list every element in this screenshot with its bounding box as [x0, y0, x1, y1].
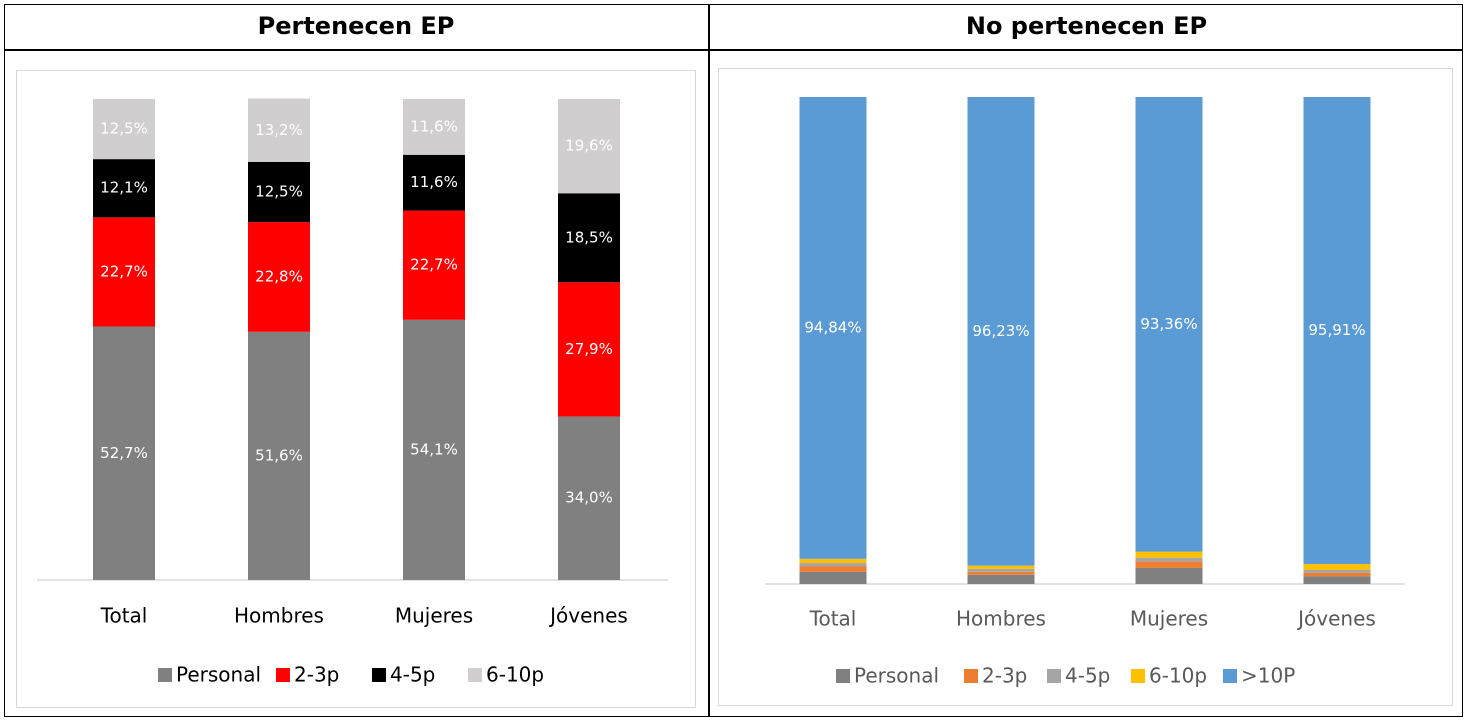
bar-4-5p-j-venes [558, 193, 620, 283]
data-label-4-5p-total: 12,1% [100, 179, 148, 197]
data-label-2-3p-total: 22,7% [100, 262, 148, 280]
bar-personal-hombres [967, 574, 1035, 584]
legend-swatch-2-3p [964, 669, 978, 683]
bar-personal-hombres [248, 331, 310, 580]
bar-4-5p-j-venes [1303, 569, 1371, 573]
data-label-2-3p-hombres: 22,8% [255, 267, 303, 285]
bar-4-5p-mujeres [403, 154, 465, 211]
bar-personal-j-venes [558, 416, 620, 580]
legend-swatch-6-10p [1131, 669, 1145, 683]
legend-label-4-5p: 4-5p [1065, 664, 1110, 688]
data-label-10p-mujeres: 93,36% [1140, 315, 1197, 333]
bar-6-10p-j-venes [1303, 564, 1371, 570]
data-label-10p-total: 94,84% [804, 318, 861, 336]
bar-4-5p-hombres [248, 162, 310, 223]
bar-2-3p-hombres [967, 571, 1035, 575]
category-label-hombres: Hombres [234, 604, 324, 628]
bar-personal-total [93, 326, 155, 580]
legend-swatch-2-3p [276, 668, 290, 682]
legend-swatch-4-5p [372, 668, 386, 682]
data-label-6-10p-mujeres: 11,6% [410, 117, 458, 135]
data-label-personal-total: 52,7% [100, 444, 148, 462]
bar-4-5p-total [799, 563, 867, 567]
bar-4-5p-total [93, 159, 155, 218]
bar-6-10p-hombres [967, 565, 1035, 569]
category-label-j-venes: Jóvenes [1296, 607, 1376, 631]
legend-swatch-personal [158, 668, 172, 682]
bar-6-10p-hombres [248, 98, 310, 163]
right-panel-title: No pertenecen EP [965, 12, 1208, 40]
bar-personal-j-venes [1303, 576, 1371, 584]
legend-label-6-10p: 6-10p [1149, 664, 1207, 688]
category-label-mujeres: Mujeres [1130, 607, 1208, 631]
legend-label-personal: Personal [176, 663, 261, 687]
legend-swatch-personal [836, 669, 850, 683]
bar-2-3p-mujeres [1135, 561, 1203, 568]
legend-label-2-3p: 2-3p [294, 663, 339, 687]
bar-2-3p-total [93, 217, 155, 327]
bar-10p-j-venes [1303, 97, 1371, 565]
bar-personal-mujeres [1135, 567, 1203, 584]
bar-4-5p-mujeres [1135, 557, 1203, 562]
bar-6-10p-mujeres [1135, 551, 1203, 558]
legend-label-personal: Personal [854, 664, 939, 688]
data-label-10p-hombres: 96,23% [972, 322, 1029, 340]
category-label-total: Total [100, 604, 148, 628]
data-label-personal-j-venes: 34,0% [565, 489, 613, 507]
bar-2-3p-hombres [248, 222, 310, 332]
bar-10p-mujeres [1135, 97, 1203, 552]
data-label-4-5p-j-venes: 18,5% [565, 228, 613, 246]
data-label-4-5p-mujeres: 11,6% [410, 173, 458, 191]
bar-2-3p-mujeres [403, 210, 465, 320]
bar-personal-mujeres [403, 319, 465, 580]
outer-frame [4, 4, 1463, 717]
bar-10p-hombres [967, 97, 1035, 566]
panel-divider [708, 4, 710, 717]
data-label-2-3p-j-venes: 27,9% [565, 340, 613, 358]
data-label-personal-mujeres: 54,1% [410, 440, 458, 458]
legend-label-10p: >10P [1241, 664, 1295, 688]
legend-swatch-4-5p [1047, 669, 1061, 683]
legend-swatch-10p [1223, 669, 1237, 683]
header-divider [4, 49, 1463, 51]
legend-label-2-3p: 2-3p [982, 664, 1027, 688]
bar-10p-total [799, 97, 867, 559]
category-label-hombres: Hombres [956, 607, 1046, 631]
bar-6-10p-mujeres [403, 99, 465, 155]
bar-6-10p-j-venes [558, 99, 620, 194]
data-label-10p-j-venes: 95,91% [1308, 321, 1365, 339]
bar-2-3p-j-venes [558, 282, 620, 417]
legend-label-4-5p: 4-5p [390, 663, 435, 687]
bar-personal-total [799, 571, 867, 584]
data-label-personal-hombres: 51,6% [255, 446, 303, 464]
bar-2-3p-j-venes [1303, 572, 1371, 577]
legend-swatch-6-10p [468, 668, 482, 682]
left-panel-title: Pertenecen EP [257, 12, 455, 40]
bar-4-5p-hombres [967, 568, 1035, 572]
category-label-j-venes: Jóvenes [548, 604, 628, 628]
category-label-mujeres: Mujeres [395, 604, 473, 628]
data-label-4-5p-hombres: 12,5% [255, 183, 303, 201]
bar-6-10p-total [799, 558, 867, 564]
legend-label-6-10p: 6-10p [486, 663, 544, 687]
bar-6-10p-total [93, 99, 155, 160]
data-label-6-10p-total: 12,5% [100, 120, 148, 138]
data-label-6-10p-j-venes: 19,6% [565, 137, 613, 155]
data-label-6-10p-hombres: 13,2% [255, 121, 303, 139]
data-label-2-3p-mujeres: 22,7% [410, 256, 458, 274]
category-label-total: Total [809, 607, 857, 631]
bar-2-3p-total [799, 566, 867, 572]
